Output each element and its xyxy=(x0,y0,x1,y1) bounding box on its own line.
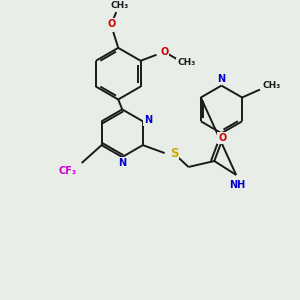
Text: CH₃: CH₃ xyxy=(263,81,281,90)
Text: O: O xyxy=(160,47,169,57)
Text: O: O xyxy=(107,19,116,29)
Text: N: N xyxy=(118,158,126,168)
Text: NH: NH xyxy=(229,180,245,190)
Text: CH₃: CH₃ xyxy=(110,1,128,10)
Text: O: O xyxy=(218,133,226,143)
Text: N: N xyxy=(218,74,226,84)
Text: S: S xyxy=(169,147,178,160)
Text: N: N xyxy=(144,115,152,125)
Text: CF₃: CF₃ xyxy=(59,166,77,176)
Text: CH₃: CH₃ xyxy=(177,58,195,67)
